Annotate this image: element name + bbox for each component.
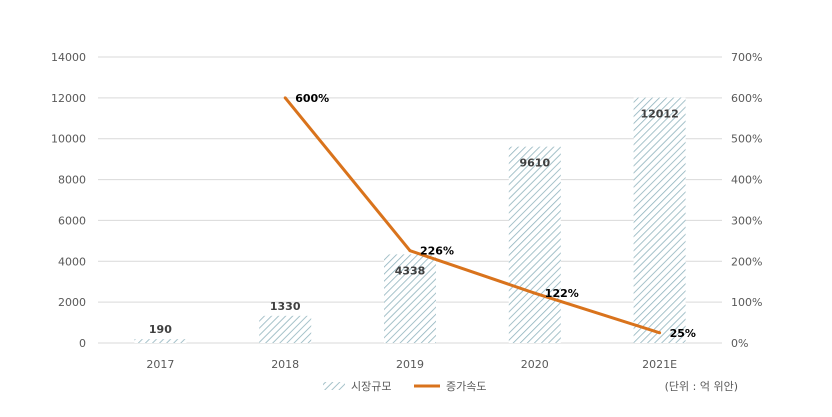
axis-labels: 0 2000 4000 6000 8000 10000 12000 14000 0% 100% 20…: [51, 51, 762, 371]
legend: 시장규모 증가속도 (단위 : 억 위안): [323, 380, 738, 393]
y-right-tick-label: 500%: [731, 133, 762, 146]
y-right-tick-label: 200%: [731, 255, 762, 268]
growth-value-label: 226%: [420, 245, 454, 258]
y-right-tick-label: 100%: [731, 296, 762, 309]
bar: [134, 339, 187, 343]
unit-note: (단위 : 억 위안): [665, 380, 738, 393]
x-tick-label: 2018: [271, 358, 299, 371]
growth-point: [283, 96, 287, 100]
x-tick-label: 2021E: [642, 358, 677, 371]
growth-line: [283, 96, 662, 335]
y-right-tick-label: 700%: [731, 51, 762, 64]
x-tick-label: 2020: [521, 358, 549, 371]
legend-label-bars: 시장규모: [351, 380, 391, 393]
x-tick-label: 2017: [146, 358, 174, 371]
y-left-tick-label: 6000: [58, 214, 86, 227]
legend-label-line: 증가속도: [446, 380, 486, 393]
legend-bar-swatch: [323, 382, 345, 390]
y-left-tick-label: 10000: [51, 133, 86, 146]
y-left-tick-label: 14000: [51, 51, 86, 64]
y-right-tick-label: 300%: [731, 214, 762, 227]
bar: [633, 97, 686, 343]
y-left-tick-label: 2000: [58, 296, 86, 309]
bar-value-label: 12012: [640, 108, 678, 121]
bars: [134, 97, 686, 343]
growth-value-label: 600%: [295, 92, 329, 105]
y-left-tick-label: 8000: [58, 174, 86, 187]
bar: [384, 254, 436, 343]
growth-value-label: 25%: [670, 327, 696, 340]
bar-value-label: 9610: [519, 157, 550, 170]
growth-point: [408, 249, 412, 253]
bar-value-label: 4338: [395, 264, 426, 277]
y-right-tick-label: 400%: [731, 174, 762, 187]
y-left-tick-label: 12000: [51, 92, 86, 105]
data-labels: 190 1330 4338 9610 12012 600% 226% 122% 25%: [149, 92, 696, 340]
x-tick-label: 2019: [396, 358, 424, 371]
y-right-tick-label: 0%: [731, 337, 748, 350]
y-left-tick-label: 4000: [58, 255, 86, 268]
bar: [259, 315, 312, 343]
bar-value-label: 1330: [270, 300, 301, 313]
growth-point: [658, 331, 662, 335]
bar-value-label: 190: [149, 323, 172, 336]
growth-line-path: [284, 96, 661, 335]
y-left-tick-label: 0: [79, 337, 86, 350]
growth-point: [533, 291, 537, 295]
bar: [508, 146, 561, 343]
y-right-tick-label: 600%: [731, 92, 762, 105]
growth-value-label: 122%: [545, 287, 579, 300]
